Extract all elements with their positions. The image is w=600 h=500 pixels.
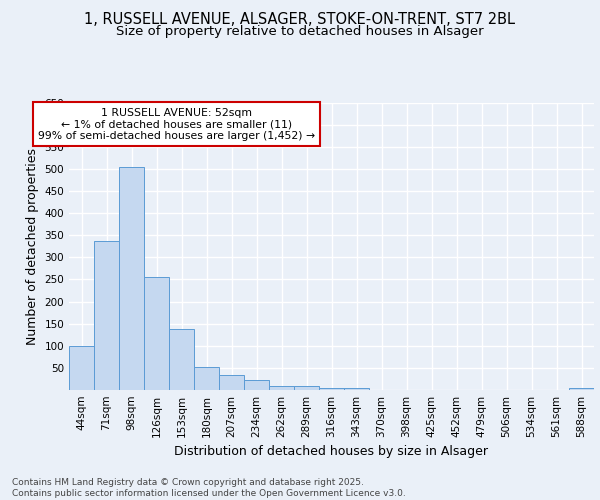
Text: 1, RUSSELL AVENUE, ALSAGER, STOKE-ON-TRENT, ST7 2BL: 1, RUSSELL AVENUE, ALSAGER, STOKE-ON-TRE…	[85, 12, 515, 28]
Bar	[69, 346, 94, 390]
Bar	[569, 388, 594, 390]
Bar	[169, 329, 194, 390]
Text: Size of property relative to detached houses in Alsager: Size of property relative to detached ho…	[116, 24, 484, 38]
Bar	[319, 388, 344, 390]
Bar	[294, 386, 319, 390]
Bar	[194, 367, 219, 390]
Bar	[344, 388, 369, 390]
Text: 1 RUSSELL AVENUE: 52sqm
← 1% of detached houses are smaller (11)
99% of semi-det: 1 RUSSELL AVENUE: 52sqm ← 1% of detached…	[38, 108, 315, 141]
Bar	[219, 374, 244, 390]
Bar	[119, 166, 144, 390]
Bar	[144, 277, 169, 390]
Bar	[94, 240, 119, 390]
Bar	[269, 386, 294, 390]
X-axis label: Distribution of detached houses by size in Alsager: Distribution of detached houses by size …	[175, 446, 488, 458]
Y-axis label: Number of detached properties: Number of detached properties	[26, 148, 39, 345]
Bar	[244, 380, 269, 390]
Text: Contains HM Land Registry data © Crown copyright and database right 2025.
Contai: Contains HM Land Registry data © Crown c…	[12, 478, 406, 498]
